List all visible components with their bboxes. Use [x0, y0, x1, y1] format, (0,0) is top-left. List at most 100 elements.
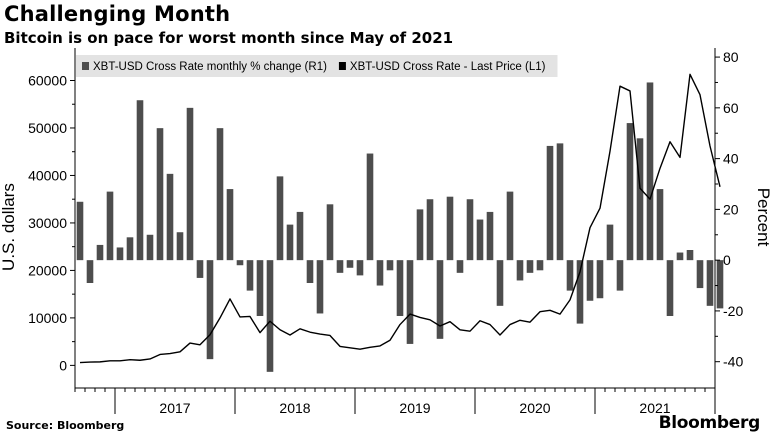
bar-pct-change: [236, 260, 244, 266]
legend-label: XBT-USD Cross Rate monthly % change (R1): [93, 61, 327, 73]
bar-pct-change: [316, 260, 324, 314]
legend-background: [76, 55, 558, 77]
bar-pct-change: [306, 260, 314, 283]
bar-pct-change: [416, 209, 424, 261]
bar-pct-change: [256, 260, 264, 316]
bar-pct-change: [216, 128, 224, 261]
bar-pct-change: [516, 260, 524, 281]
bar-pct-change: [506, 191, 514, 261]
bar-pct-change: [656, 189, 664, 261]
source-note: Source: Bloomberg: [6, 419, 125, 432]
legend-label: XBT-USD Cross Rate - Last Price (L1): [350, 61, 546, 73]
bar-pct-change: [536, 260, 544, 271]
bar-pct-change: [186, 107, 194, 261]
x-year-label: 2017: [159, 400, 190, 416]
left-axis-title: U.S. dollars: [0, 183, 18, 271]
x-year-label: 2021: [639, 400, 670, 416]
right-tick-label: 40: [723, 151, 739, 167]
bar-pct-change: [546, 145, 554, 261]
bar-pct-change: [696, 260, 704, 289]
bar-pct-change: [356, 260, 364, 276]
bar-pct-change: [166, 173, 174, 261]
bar-pct-change: [446, 196, 454, 261]
bar-pct-change: [146, 234, 154, 261]
bar-pct-change: [76, 201, 84, 261]
legend-swatch-bar: [82, 62, 89, 70]
chart-subtitle: Bitcoin is on pace for worst month since…: [4, 29, 454, 47]
bar-pct-change: [196, 260, 204, 278]
right-tick-label: 0: [723, 252, 731, 268]
bar-pct-change: [486, 211, 494, 261]
line-last-price: [79, 73, 721, 364]
bar-pct-change: [456, 260, 464, 273]
left-tick-label: 60000: [28, 72, 67, 88]
left-tick-label: 40000: [28, 167, 67, 183]
bar-pct-change: [636, 138, 644, 261]
bar-pct-change: [566, 260, 574, 291]
bar-pct-change: [596, 260, 604, 299]
bar-pct-change: [246, 260, 254, 291]
axes-layer: 0 10000 20000 30000 40000 50000 60000 -40 -20 0 20…: [0, 48, 773, 416]
left-tick-label: 50000: [28, 120, 67, 136]
x-year-label: 2018: [279, 400, 310, 416]
bar-pct-change: [96, 244, 104, 261]
bar-pct-change: [286, 224, 294, 261]
bars-layer: [76, 82, 724, 372]
bar-pct-change: [366, 153, 374, 261]
left-tick-label: 30000: [28, 215, 67, 231]
bar-pct-change: [386, 260, 394, 271]
bar-pct-change: [376, 260, 384, 286]
bar-pct-change: [136, 100, 144, 261]
bar-pct-change: [436, 260, 444, 339]
x-year-label: 2019: [399, 400, 430, 416]
bar-pct-change: [346, 260, 354, 268]
x-year-label: 2020: [519, 400, 550, 416]
left-tick-label: 20000: [28, 262, 67, 278]
chart-title: Challenging Month: [4, 2, 231, 26]
right-tick-label: 20: [723, 201, 739, 217]
bar-pct-change: [176, 232, 184, 261]
bar-pct-change: [336, 260, 344, 273]
bar-pct-change: [666, 260, 674, 316]
bar-pct-change: [156, 128, 164, 261]
legend-swatch-line: [338, 62, 346, 70]
bar-pct-change: [326, 204, 334, 261]
bar-pct-change: [646, 82, 654, 261]
bar-pct-change: [556, 143, 564, 261]
bar-pct-change: [296, 211, 304, 261]
bar-pct-change: [586, 260, 594, 301]
right-tick-label: -20: [723, 303, 743, 319]
bar-pct-change: [226, 189, 234, 261]
bar-pct-change: [276, 176, 284, 261]
bar-pct-change: [606, 224, 614, 261]
bar-pct-change: [676, 252, 684, 261]
left-tick-label: 10000: [28, 310, 67, 326]
bar-pct-change: [616, 260, 624, 291]
bar-pct-change: [426, 199, 434, 261]
bar-pct-change: [406, 260, 414, 344]
bar-pct-change: [576, 260, 584, 324]
bar-pct-change: [496, 260, 504, 306]
bar-pct-change: [86, 260, 94, 283]
line-layer: [79, 73, 721, 364]
right-tick-label: 60: [723, 100, 739, 116]
bar-pct-change: [476, 219, 484, 261]
bloomberg-logo: Bloomberg: [658, 413, 761, 433]
bar-pct-change: [396, 260, 404, 316]
right-tick-label: -40: [723, 354, 743, 370]
chart-legend: XBT-USD Cross Rate monthly % change (R1)…: [76, 55, 558, 77]
bar-pct-change: [526, 260, 534, 273]
bar-pct-change: [266, 260, 274, 372]
bar-pct-change: [716, 260, 724, 309]
bar-pct-change: [126, 237, 134, 261]
bar-pct-change: [686, 250, 694, 261]
right-tick-label: 80: [723, 49, 739, 65]
left-tick-label: 0: [59, 357, 67, 373]
bar-pct-change: [116, 247, 124, 261]
bar-pct-change: [626, 123, 634, 261]
bar-pct-change: [206, 260, 214, 360]
right-axis-title: Percent: [754, 188, 773, 247]
bar-pct-change: [106, 191, 114, 261]
bar-pct-change: [466, 199, 474, 261]
